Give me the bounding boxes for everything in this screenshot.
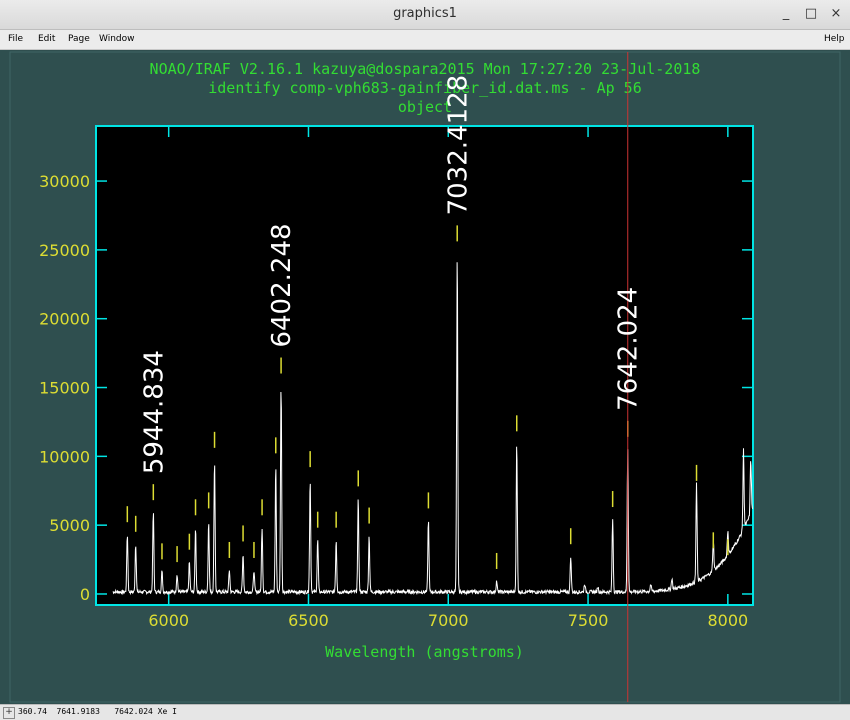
window-titlebar: graphics1 _ □ × <box>0 0 850 30</box>
x-tick-label: 8000 <box>707 611 748 630</box>
menu-file[interactable]: File <box>8 34 24 44</box>
header-line-2: object <box>398 98 452 116</box>
window-title: graphics1 <box>393 6 457 21</box>
menu-help[interactable]: Help <box>824 34 845 44</box>
menu-window[interactable]: Window <box>99 34 135 44</box>
plot-area <box>95 125 754 606</box>
line-label: 5944.834 <box>139 350 169 474</box>
y-tick-label: 30000 <box>39 172 90 191</box>
x-tick-label: 7000 <box>428 611 469 630</box>
expand-icon[interactable]: + <box>3 707 15 719</box>
status-bar: + 360.74 7641.9183 7642.024 Xe I <box>0 704 850 720</box>
header-line-1: identify comp-vph683-gainfiber_id.dat.ms… <box>208 79 641 97</box>
line-label: 6402.248 <box>267 223 297 347</box>
canvas-frame <box>9 51 841 703</box>
cursor-readout: 360.74 7641.9183 7642.024 Xe I <box>18 707 177 716</box>
y-tick-label: 10000 <box>39 447 90 466</box>
header-line-0: NOAO/IRAF V2.16.1 kazuya@dospara2015 Mon… <box>150 60 701 78</box>
x-tick-label: 7500 <box>568 611 609 630</box>
y-tick-label: 5000 <box>49 516 90 535</box>
x-tick-label: 6500 <box>288 611 329 630</box>
maximize-button[interactable]: □ <box>804 6 818 21</box>
menu-page[interactable]: Page <box>68 34 90 44</box>
line-label: 7032.4128 <box>443 75 473 216</box>
line-label: 7642.024 <box>614 287 644 411</box>
y-tick-label: 15000 <box>39 379 90 398</box>
x-tick-label: 6000 <box>148 611 189 630</box>
menubar: File Edit Page Window Help <box>0 30 850 50</box>
x-axis-label: Wavelength (angstroms) <box>325 643 524 661</box>
spectrum-plot[interactable]: NOAO/IRAF V2.16.1 kazuya@dospara2015 Mon… <box>0 50 850 704</box>
close-button[interactable]: × <box>830 6 842 21</box>
y-tick-label: 0 <box>80 585 90 604</box>
y-tick-label: 20000 <box>39 310 90 329</box>
menu-edit[interactable]: Edit <box>38 34 56 44</box>
minimize-button[interactable]: _ <box>782 6 790 21</box>
graphics-canvas[interactable]: NOAO/IRAF V2.16.1 kazuya@dospara2015 Mon… <box>0 50 850 704</box>
spectrum-line <box>112 262 754 596</box>
y-tick-label: 25000 <box>39 241 90 260</box>
